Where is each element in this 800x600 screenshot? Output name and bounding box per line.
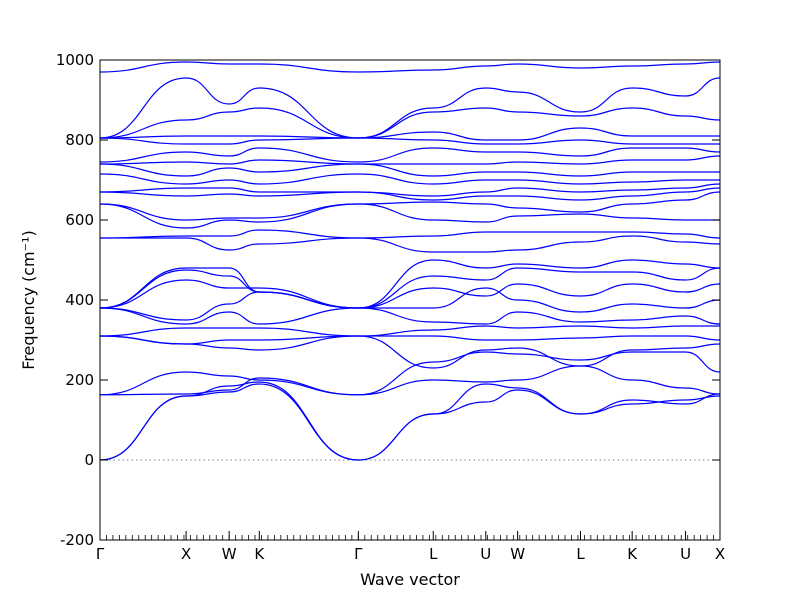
x-tick-label: Γ <box>96 545 105 563</box>
band-line-17 <box>100 187 720 201</box>
band-line-21 <box>100 155 720 165</box>
band-line-22 <box>100 147 720 163</box>
band-line-26 <box>100 77 720 139</box>
band-line-12 <box>100 259 720 309</box>
band-line-14 <box>100 229 720 239</box>
x-tick-label: X <box>181 545 191 563</box>
band-line-5 <box>100 335 720 369</box>
band-line-10 <box>100 279 720 309</box>
x-tick-label: Γ <box>354 545 363 563</box>
band-line-18 <box>100 183 720 197</box>
plot-frame <box>99 59 721 541</box>
band-line-24 <box>100 127 720 141</box>
band-line-15 <box>100 203 720 229</box>
band-line-3 <box>100 365 720 396</box>
y-axis-ticks: -200 0 200 400 600 800 1000 <box>56 51 720 549</box>
band-line-13 <box>100 235 720 253</box>
x-tick-label: K <box>254 545 265 563</box>
x-tick-label: W <box>222 545 237 563</box>
y-tick-label: 600 <box>65 211 94 229</box>
band-line-25 <box>100 107 720 139</box>
band-line-20 <box>100 163 720 177</box>
x-tick-label: W <box>510 545 525 563</box>
band-lines <box>100 61 720 461</box>
x-tick-label: K <box>627 545 638 563</box>
band-line-19 <box>100 173 720 185</box>
x-tick-label: U <box>680 545 691 563</box>
x-axis-title: Wave vector <box>360 570 460 589</box>
band-line-16 <box>100 191 720 221</box>
band-line-7 <box>100 325 720 337</box>
y-tick-label: -200 <box>60 531 94 549</box>
y-tick-label: 800 <box>65 131 94 149</box>
band-line-2 <box>100 381 720 461</box>
y-axis-title: Frequency (cm⁻¹) <box>19 230 38 369</box>
band-line-4 <box>100 351 720 396</box>
x-tick-label: L <box>429 545 438 563</box>
band-line-27 <box>100 61 720 73</box>
y-tick-label: 0 <box>84 451 94 469</box>
x-tick-label: U <box>480 545 491 563</box>
y-tick-label: 200 <box>65 371 94 389</box>
band-line-23 <box>100 137 720 145</box>
band-line-11 <box>100 267 720 309</box>
y-tick-label: 400 <box>65 291 94 309</box>
x-tick-label: L <box>576 545 585 563</box>
y-tick-label: 1000 <box>56 51 94 69</box>
band-line-6 <box>100 335 720 345</box>
band-line-8 <box>100 307 720 325</box>
x-tick-label: X <box>715 545 725 563</box>
band-line-9 <box>100 287 720 321</box>
